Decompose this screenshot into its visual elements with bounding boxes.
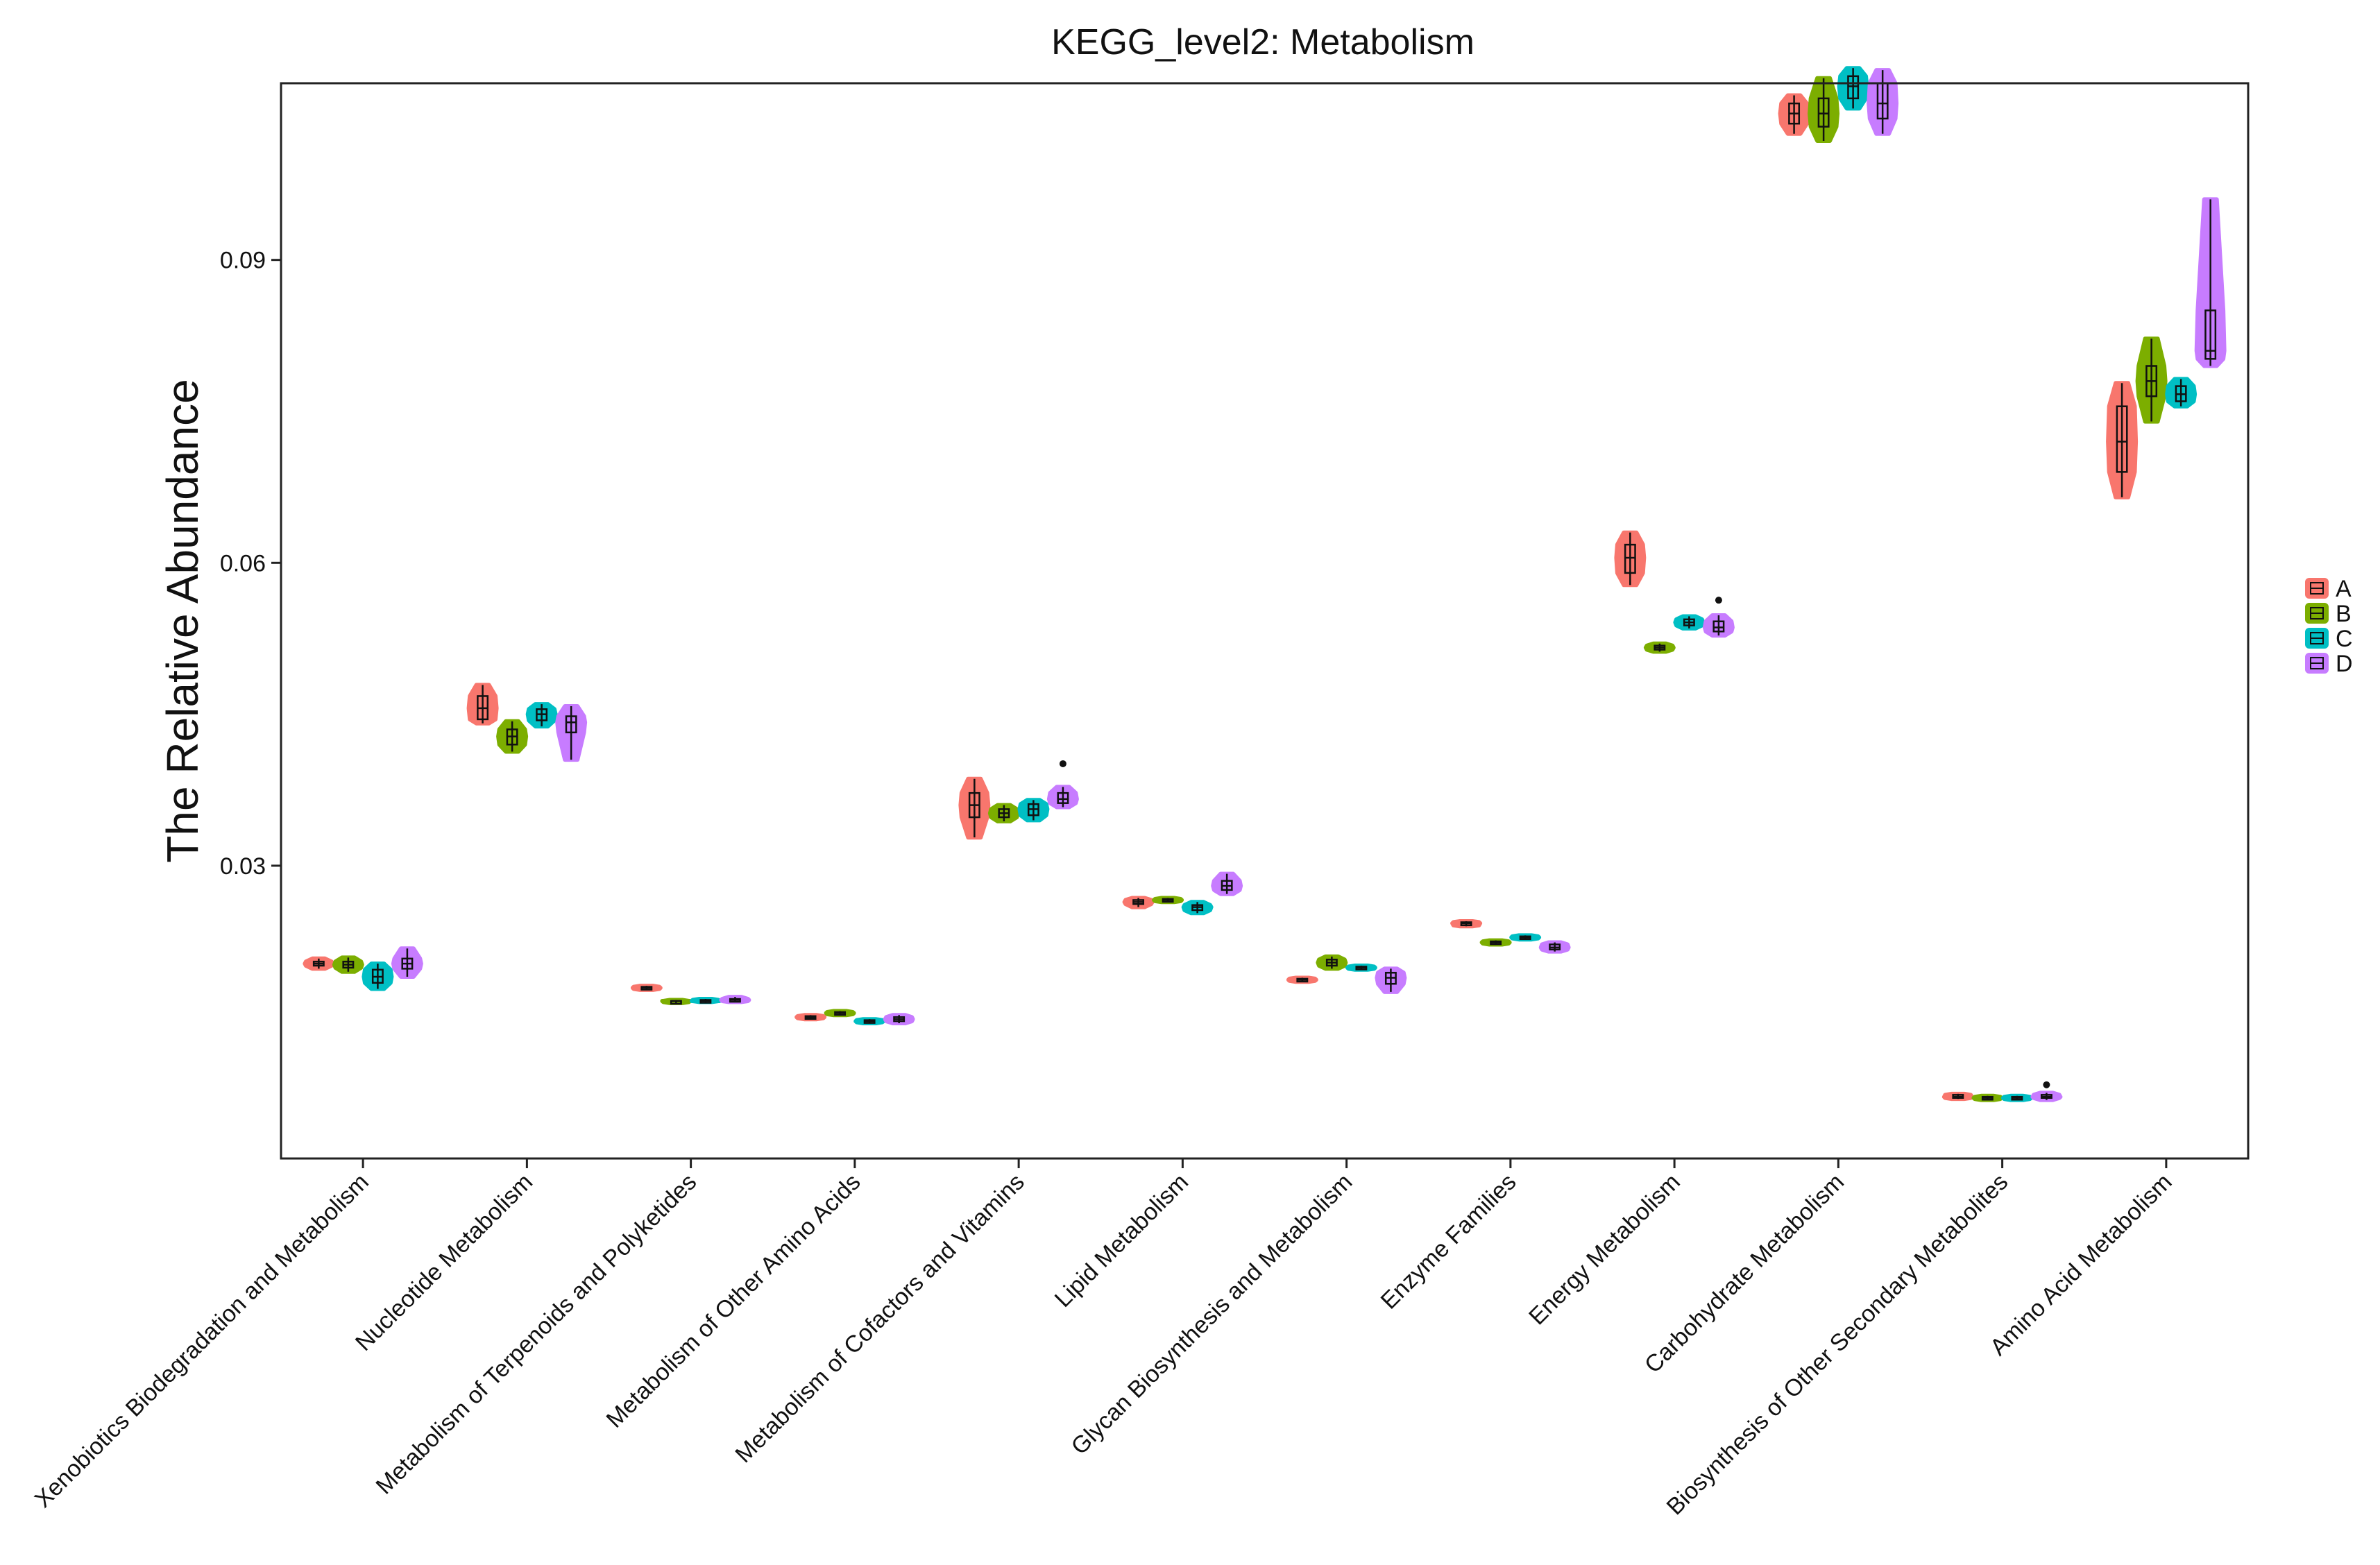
y-tick-label: 0.06 (220, 550, 266, 576)
outlier-D-9-1 (1715, 597, 1722, 604)
legend-label-C: C (2336, 626, 2353, 652)
y-axis-label: The Relative Abundance (158, 379, 207, 862)
box-A-9 (1624, 543, 1636, 574)
y-tick-label: 0.09 (220, 248, 266, 274)
legend-label-B: B (2336, 601, 2352, 627)
outlier-D-11-1 (2043, 1081, 2050, 1088)
chart-title: KEGG_level2: Metabolism (1051, 22, 1474, 62)
plot-marks (303, 66, 2227, 1102)
y-tick-label: 0.03 (220, 853, 266, 880)
box-C-10 (1847, 75, 1860, 100)
box-B-10 (1817, 97, 1830, 128)
box-D-9 (1712, 620, 1725, 633)
box-D-12 (2204, 309, 2217, 360)
legend-label-A: A (2336, 576, 2352, 602)
legend-label-D: D (2336, 651, 2353, 677)
box-A-12 (2116, 405, 2128, 473)
box-D-5 (1057, 792, 1069, 804)
outlier-D-5-1 (1059, 760, 1066, 767)
plot-panel-border (280, 82, 2250, 1160)
box-D-2 (565, 715, 577, 734)
